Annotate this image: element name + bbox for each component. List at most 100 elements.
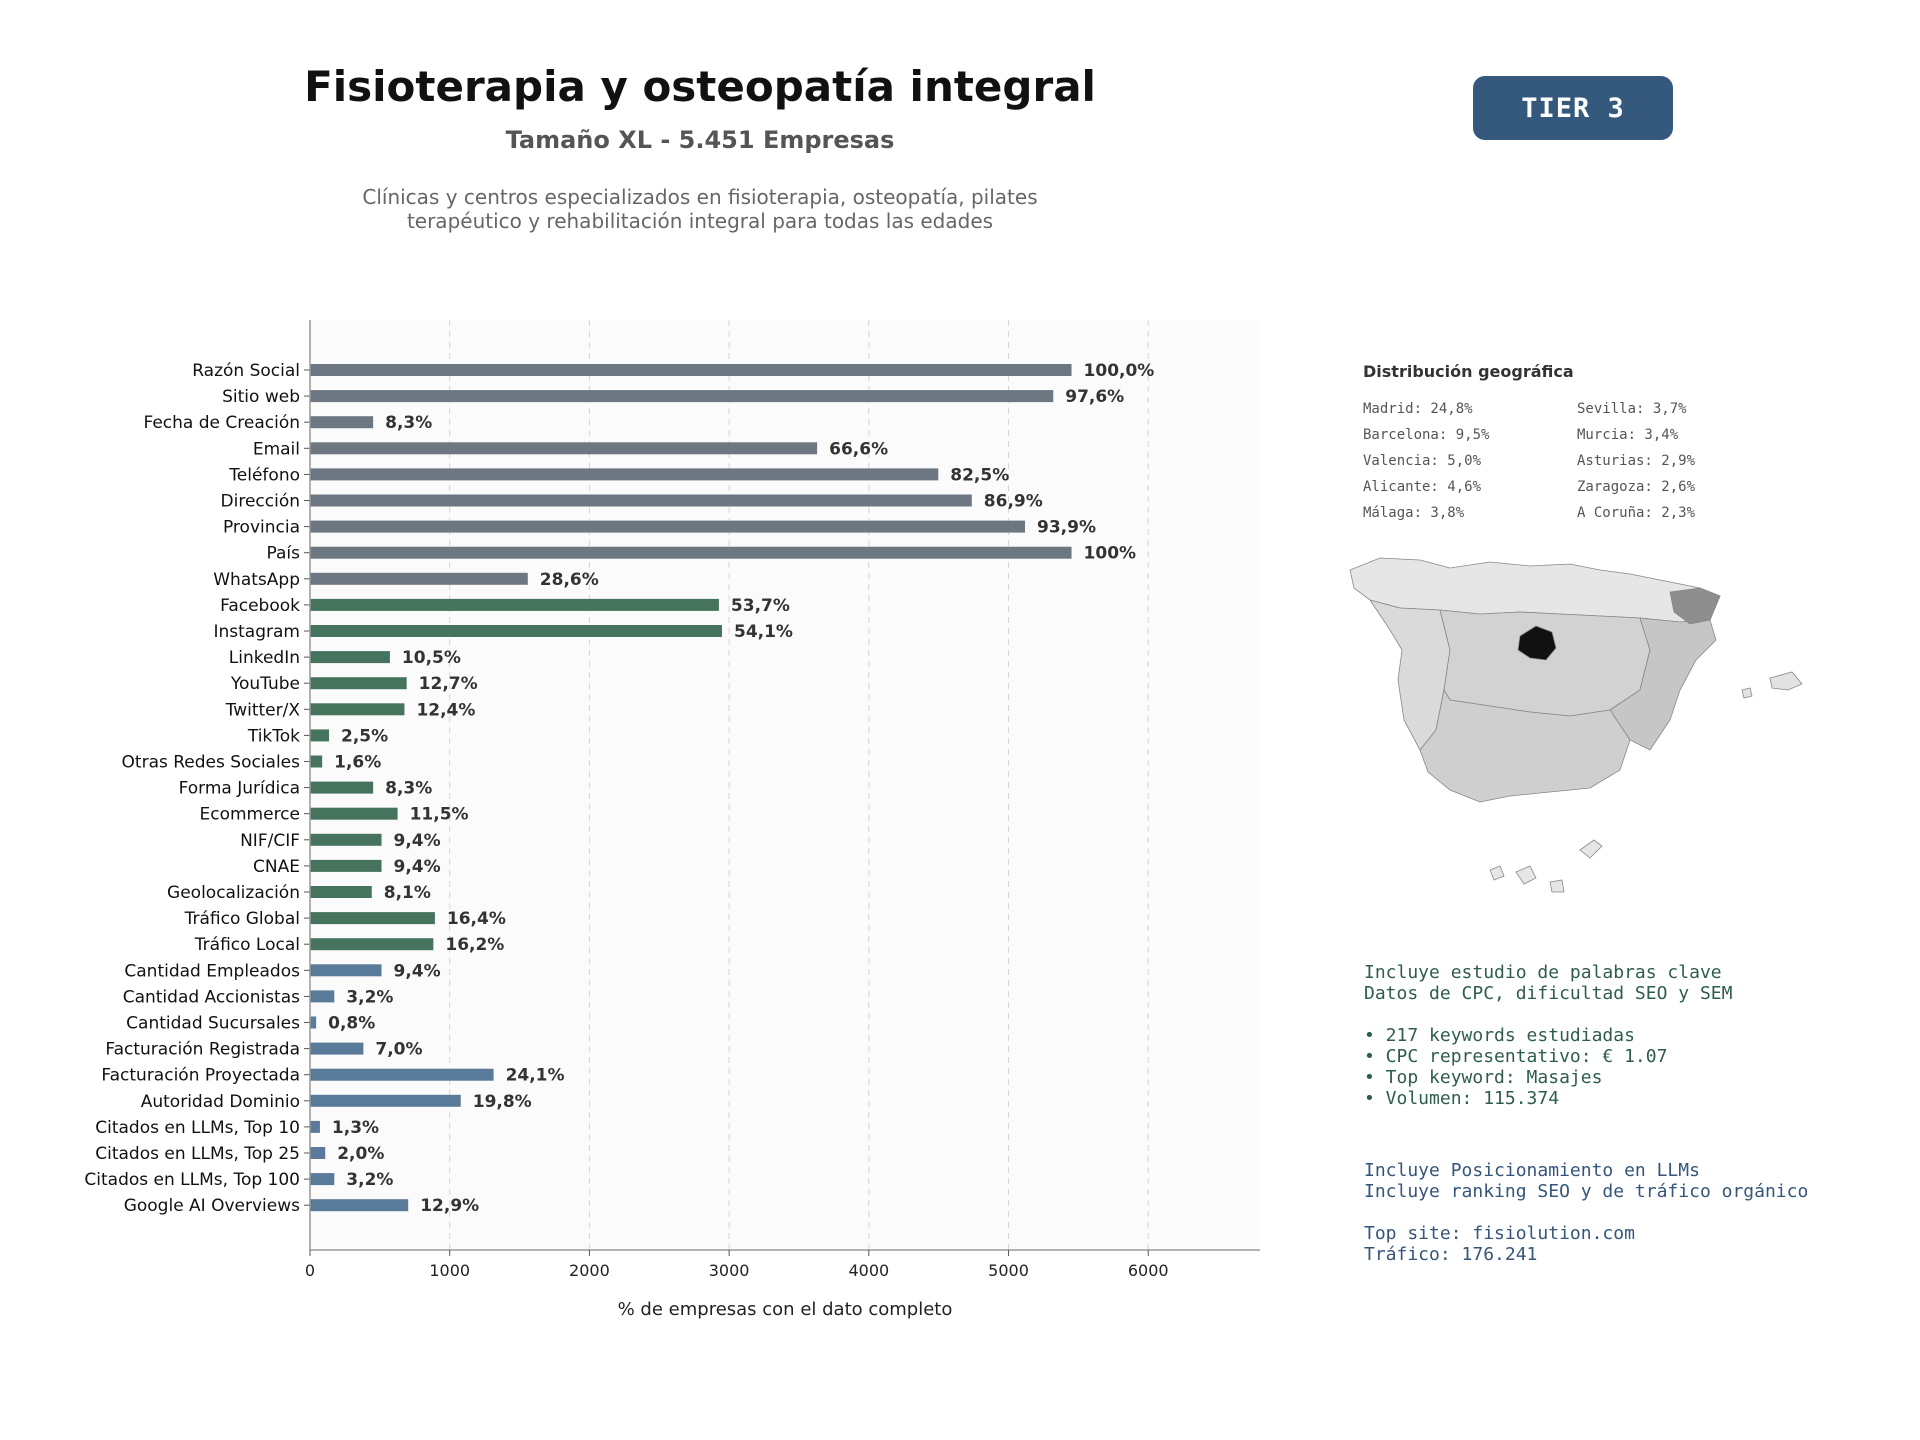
bar: [310, 520, 1026, 533]
category-label: Cantidad Empleados: [124, 961, 300, 981]
x-tick-label: 1000: [429, 1261, 470, 1280]
geo-item: Murcia: 3,4%: [1577, 427, 1679, 443]
value-label: 3,2%: [346, 1170, 393, 1190]
x-tick-label: 4000: [848, 1261, 889, 1280]
bar: [310, 1173, 335, 1186]
category-label: Dirección: [221, 492, 300, 512]
value-label: 66,6%: [829, 439, 888, 459]
value-label: 100%: [1084, 544, 1137, 564]
bar: [310, 938, 434, 951]
bar: [310, 703, 405, 716]
x-axis-label: % de empresas con el dato completo: [618, 1299, 953, 1320]
bar: [310, 1042, 364, 1055]
value-label: 11,5%: [410, 805, 469, 825]
category-label: Tráfico Global: [184, 909, 300, 929]
bar: [310, 1199, 409, 1212]
bar: [310, 598, 719, 611]
llm-line: Tráfico: 176.241: [1364, 1244, 1538, 1265]
value-label: 12,9%: [420, 1196, 479, 1216]
category-label: LinkedIn: [229, 648, 300, 668]
value-label: 28,6%: [540, 570, 599, 590]
bar: [310, 964, 382, 977]
bar: [310, 912, 435, 925]
value-label: 12,4%: [416, 700, 475, 720]
map-region-balearic-small: [1741, 687, 1753, 699]
geo-item: Málaga: 3,8%: [1363, 505, 1465, 521]
value-label: 97,6%: [1065, 387, 1124, 407]
value-label: 8,3%: [385, 413, 432, 433]
map-region-canary-4: [1579, 839, 1603, 859]
geo-item: Valencia: 5,0%: [1363, 453, 1482, 469]
bar: [310, 755, 323, 768]
llm-line: Incluye ranking SEO y de tráfico orgánic…: [1364, 1181, 1809, 1202]
x-tick-label: 6000: [1128, 1261, 1169, 1280]
bar: [310, 859, 382, 872]
category-label: Teléfono: [228, 465, 300, 485]
value-label: 7,0%: [375, 1040, 422, 1060]
bar: [310, 364, 1072, 376]
seo-line: • CPC representativo: € 1.07: [1364, 1046, 1668, 1067]
category-label: Razón Social: [192, 361, 300, 381]
seo-line: • Top keyword: Masajes: [1364, 1067, 1603, 1088]
geo-title: Distribución geográfica: [1363, 362, 1574, 381]
category-label: Instagram: [214, 622, 301, 642]
value-label: 82,5%: [950, 465, 1009, 485]
bar: [310, 468, 939, 481]
geo-item: Madrid: 24,8%: [1363, 401, 1473, 417]
description-line: terapéutico y rehabilitación integral pa…: [406, 209, 994, 233]
seo-info-block: Incluye estudio de palabras clave Datos …: [1364, 962, 1732, 1109]
value-label: 93,9%: [1037, 518, 1096, 538]
map-region-catalonia: [1669, 587, 1721, 625]
spain-map: [1349, 557, 1803, 893]
category-label: Autoridad Dominio: [141, 1092, 300, 1112]
value-label: 1,6%: [334, 753, 381, 773]
map-region-center: [1439, 609, 1651, 717]
value-label: 2,5%: [341, 726, 388, 746]
bar: [310, 442, 818, 455]
category-label: WhatsApp: [213, 570, 300, 590]
description-line: Clínicas y centros especializados en fis…: [362, 185, 1038, 209]
map-region-south: [1419, 688, 1631, 803]
category-label: Provincia: [223, 518, 300, 538]
x-tick-label: 2000: [569, 1261, 610, 1280]
value-label: 3,2%: [346, 987, 393, 1007]
bar: [310, 1016, 317, 1029]
category-label: Twitter/X: [225, 700, 301, 720]
x-tick-label: 5000: [988, 1261, 1029, 1280]
bar: [310, 1068, 494, 1081]
llm-line: Incluye Posicionamiento en LLMs: [1364, 1160, 1700, 1181]
seo-line: [1364, 1004, 1732, 1025]
category-label: Citados en LLMs, Top 100: [84, 1170, 300, 1190]
category-label: Sitio web: [222, 387, 300, 407]
tier-badge: TIER 3: [1473, 76, 1673, 140]
bar: [310, 390, 1054, 403]
x-tick-label: 3000: [709, 1261, 750, 1280]
category-label: Google AI Overviews: [124, 1196, 300, 1216]
bar-chart: Razón Social 100,0% Sitio web 97,6% Fecha de…: [84, 320, 1260, 1320]
page-title: Fisioterapia y osteopatía integral: [304, 62, 1096, 111]
page-subtitle: Tamaño XL - 5.451 Empresas: [505, 126, 895, 154]
geo-item: A Coruña: 2,3%: [1577, 505, 1696, 521]
seo-line: • Volumen: 115.374: [1364, 1088, 1560, 1109]
bar: [310, 990, 335, 1003]
bar: [310, 886, 372, 898]
bar: [310, 677, 407, 690]
category-label: Facturación Proyectada: [101, 1066, 300, 1086]
geo-item: Barcelona: 9,5%: [1363, 427, 1490, 443]
value-label: 54,1%: [734, 622, 793, 642]
value-label: 9,4%: [394, 857, 441, 877]
bar: [310, 416, 374, 429]
value-label: 9,4%: [394, 831, 441, 851]
map-region-madrid: [1517, 625, 1557, 661]
value-label: 1,3%: [332, 1118, 379, 1138]
bar: [310, 546, 1072, 559]
bar: [310, 807, 398, 820]
category-label: Ecommerce: [200, 805, 301, 825]
geo-distribution-list: Madrid: 24,8% Sevilla: 3,7% Barcelona: 9,5…: [1363, 398, 1783, 524]
category-label: TikTok: [247, 726, 300, 746]
value-label: 0,8%: [328, 1014, 375, 1034]
llm-info-block: Incluye Posicionamiento en LLMs Incluye …: [1364, 1160, 1808, 1265]
bar: [310, 572, 528, 585]
llm-line: [1364, 1202, 1808, 1223]
value-label: 8,1%: [384, 883, 431, 903]
